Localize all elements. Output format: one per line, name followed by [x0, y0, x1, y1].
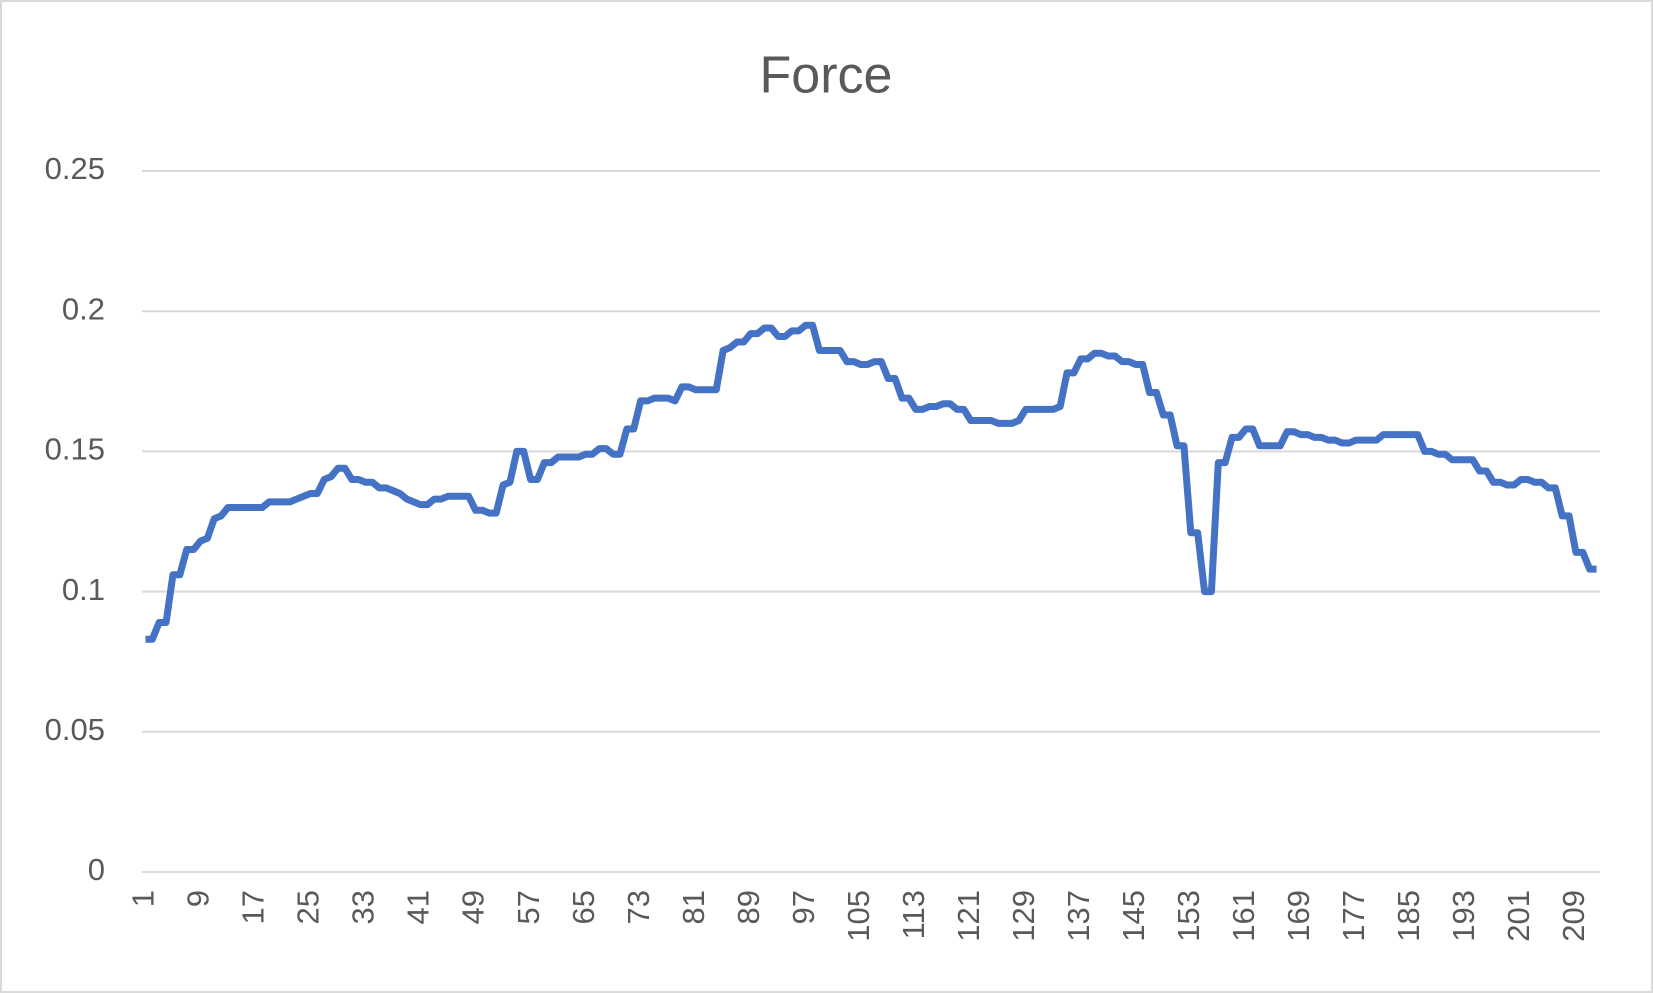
- x-tick-label: 57: [511, 890, 546, 924]
- x-tick-label: 73: [621, 890, 656, 924]
- x-tick-label: 185: [1391, 890, 1426, 942]
- x-tick-label: 17: [236, 890, 271, 924]
- y-tick-label: 0.1: [62, 572, 105, 607]
- x-tick-label: 201: [1501, 890, 1536, 942]
- x-tick-label: 177: [1336, 890, 1371, 942]
- x-tick-label: 161: [1226, 890, 1261, 942]
- x-tick-label: 137: [1061, 890, 1096, 942]
- x-tick-label: 49: [456, 890, 491, 924]
- x-tick-label: 41: [401, 890, 436, 924]
- x-tick-label: 129: [1006, 890, 1041, 942]
- x-tick-label: 65: [566, 890, 601, 924]
- x-tick-label: 89: [731, 890, 766, 924]
- y-tick-label: 0.05: [45, 712, 105, 747]
- x-tick-label: 209: [1556, 890, 1591, 942]
- x-tick-label: 145: [1116, 890, 1151, 942]
- x-tick-label: 33: [346, 890, 381, 924]
- x-tick-label: 105: [841, 890, 876, 942]
- y-tick-label: 0: [88, 852, 105, 887]
- x-tick-label: 25: [291, 890, 326, 924]
- y-tick-label: 0.25: [45, 151, 105, 186]
- x-tick-label: 193: [1446, 890, 1481, 942]
- y-tick-label: 0.15: [45, 432, 105, 467]
- x-tick-label: 153: [1171, 890, 1206, 942]
- x-tick-label: 1: [126, 890, 161, 907]
- x-tick-label: 169: [1281, 890, 1316, 942]
- y-tick-label: 0.2: [62, 291, 105, 326]
- x-tick-label: 121: [951, 890, 986, 942]
- x-tick-label: 97: [786, 890, 821, 924]
- x-tick-label: 113: [896, 890, 931, 939]
- data-line: [145, 321, 1597, 643]
- chart-title: Force: [760, 47, 893, 105]
- x-tick-label: 9: [181, 890, 216, 907]
- x-tick-label: 81: [676, 890, 711, 924]
